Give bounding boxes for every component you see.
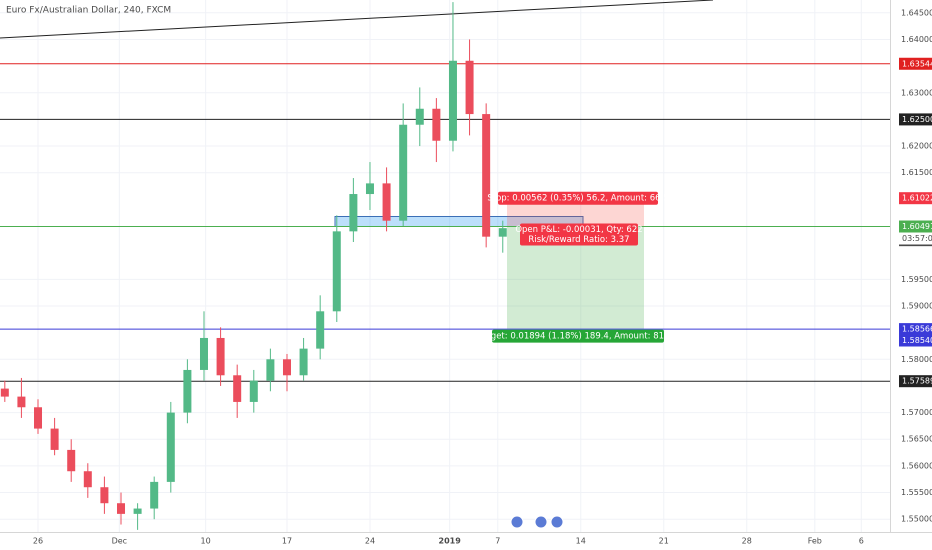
candle-body — [432, 108, 441, 141]
candle-body — [448, 60, 457, 141]
level-price-tag — [899, 57, 932, 70]
stop-price-label: 1.61022 — [902, 194, 932, 203]
blue-level-label: 1.58540 — [902, 336, 932, 345]
pnl-box — [520, 223, 638, 246]
y-tick-label: 1.59000 — [901, 301, 932, 310]
x-tick-label: 10 — [201, 537, 211, 546]
x-tick-label: 2019 — [439, 537, 462, 546]
x-tick-label: 26 — [33, 537, 43, 546]
candle-body — [216, 337, 225, 376]
level-price-tag — [899, 375, 932, 388]
x-tick-label: 17 — [282, 537, 292, 546]
level-price-label: 1.57589 — [902, 377, 932, 386]
x-tick-label: 21 — [659, 537, 669, 546]
countdown: 03:57:09 — [902, 234, 932, 243]
x-tick-label: 14 — [576, 537, 586, 546]
candle-body — [183, 369, 192, 413]
candle-body — [117, 503, 126, 514]
event-icon — [534, 515, 548, 529]
candle-body — [266, 359, 275, 381]
x-tick-label: 7 — [495, 537, 500, 546]
x-tick-label: Dec — [112, 537, 127, 546]
y-tick-label: 1.59500 — [901, 275, 932, 284]
candle-body — [382, 183, 391, 221]
candle-body — [498, 228, 507, 237]
y-tick-label: 1.63000 — [901, 88, 932, 97]
candle-body — [332, 231, 341, 312]
level-price-label: 1.60491 — [902, 222, 932, 231]
level-price-label: 1.62500 — [902, 115, 932, 124]
candle-body — [83, 471, 92, 488]
x-tick-label: 24 — [365, 537, 375, 546]
blue-level-label-tag — [899, 334, 932, 347]
candle-body — [17, 396, 26, 408]
candle-body — [349, 194, 358, 232]
candle-body — [133, 508, 142, 514]
y-tick-label: 1.64000 — [901, 35, 932, 44]
event-icon — [550, 515, 564, 529]
candle-body — [100, 487, 109, 504]
candle-body — [150, 481, 159, 509]
x-tick-label: Feb — [808, 537, 822, 546]
chart-title: Euro Fx/Australian Dollar, 240, FXCM — [6, 6, 171, 16]
y-tick-label: 1.56500 — [901, 435, 932, 444]
candle-body — [482, 114, 491, 237]
candle-body — [465, 60, 474, 115]
level-price-tag — [899, 113, 932, 126]
candle-body — [316, 311, 325, 349]
candle-body — [299, 348, 308, 376]
pnl-label: Open P&L: -0.00031, Qty: 622 — [515, 225, 642, 235]
target-label: Target: 0.01894 (1.18%) 189.4, Amount: 8… — [477, 332, 677, 342]
y-tick-label: 1.57000 — [901, 408, 932, 417]
candle-body — [166, 412, 175, 482]
y-tick-label: 1.61500 — [901, 168, 932, 177]
y-tick-label: 1.55500 — [901, 488, 932, 497]
y-tick-label: 1.62000 — [901, 142, 932, 151]
level-price-label: 1.63544 — [902, 59, 932, 68]
y-tick-label: 1.56000 — [901, 461, 932, 470]
candle-body — [415, 108, 424, 125]
level-price-tag — [899, 323, 932, 336]
stop-price-label-tag — [899, 192, 932, 205]
x-tick-label: 6 — [859, 537, 864, 546]
candle-body — [233, 375, 242, 402]
y-tick-label: 1.55000 — [901, 515, 932, 524]
y-tick-label: 1.58000 — [901, 355, 932, 364]
level-price-label: 1.58566 — [902, 325, 932, 334]
target-label-box — [492, 329, 664, 343]
candle-body — [0, 388, 9, 397]
stop-label: Stop: 0.00562 (0.35%) 56.2, Amount: 66.5 — [487, 194, 668, 204]
event-icon — [510, 515, 524, 529]
trend-line — [0, 0, 714, 39]
candle-body — [34, 407, 43, 429]
candle-body — [67, 449, 76, 472]
candle-body — [199, 337, 208, 370]
candle-body — [50, 428, 59, 450]
countdown-box — [899, 232, 932, 245]
stop-label-box — [498, 191, 658, 205]
rr-label: Risk/Reward Ratio: 3.37 — [528, 235, 629, 245]
candle-body — [399, 124, 408, 221]
candle-body — [249, 380, 258, 402]
level-price-tag — [899, 220, 932, 233]
y-tick-label: 1.64500 — [901, 8, 932, 17]
candle-body — [282, 359, 291, 376]
candle-body — [365, 183, 374, 195]
x-tick-label: 28 — [742, 537, 752, 546]
